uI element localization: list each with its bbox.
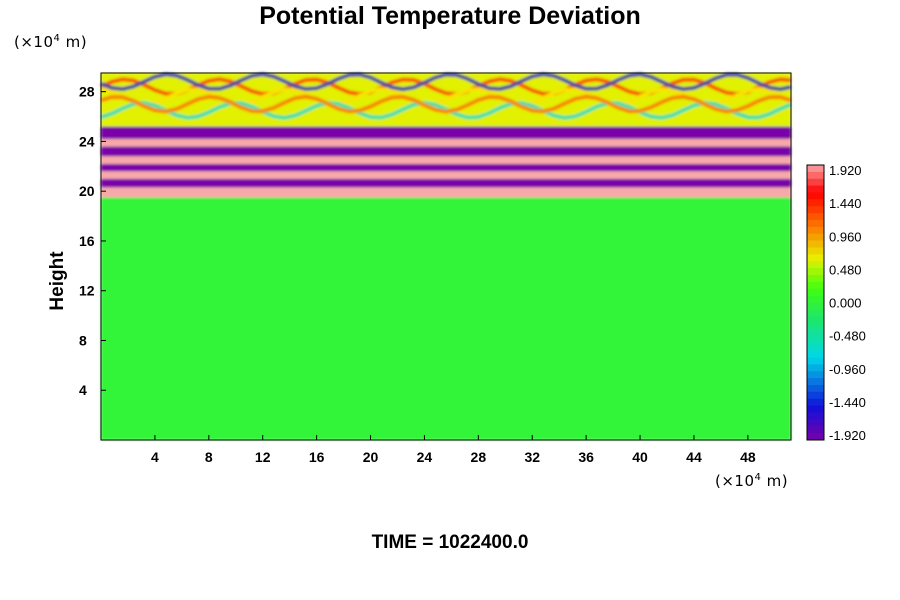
colorbar: 1.920 1.440 0.960 0.480 0.000 -0.480 -0.960 -1.… <box>806 163 866 443</box>
colorbar-swatch <box>807 419 824 427</box>
heatmap-band <box>101 187 791 198</box>
colorbar-label: -0.480 <box>829 329 866 344</box>
x-tick-label: 44 <box>686 449 702 465</box>
colorbar-swatch <box>807 247 824 255</box>
colorbar-swatch <box>807 405 824 413</box>
y-tick-label: 28 <box>79 84 95 100</box>
colorbar-swatch <box>807 165 824 173</box>
colorbar-swatch <box>807 288 824 297</box>
colorbar-swatch <box>807 295 824 303</box>
colorbar-swatch <box>807 412 824 420</box>
x-tick-label: 28 <box>471 449 487 465</box>
colorbar-label: 0.960 <box>829 229 862 244</box>
x-tick-label: 48 <box>740 449 756 465</box>
colorbar-swatch <box>807 385 824 393</box>
y-tick-label: 4 <box>79 382 87 398</box>
y-tick-label: 12 <box>79 283 95 299</box>
colorbar-label: 1.440 <box>829 196 862 211</box>
colorbar-swatch <box>807 316 824 324</box>
colorbar-label: 1.920 <box>829 163 862 178</box>
x-tick-label: 40 <box>632 449 648 465</box>
colorbar-swatch <box>807 261 824 269</box>
y-tick-label: 8 <box>79 332 87 348</box>
colorbar-swatch <box>807 433 824 441</box>
colorbar-swatch <box>807 330 824 338</box>
colorbar-swatch <box>807 323 824 331</box>
heatmap-band <box>101 126 791 139</box>
heatmap-band <box>101 163 791 172</box>
colorbar-swatch <box>807 268 824 276</box>
colorbar-swatch <box>807 391 824 400</box>
colorbar-swatch <box>807 185 824 193</box>
heatmap-band <box>101 146 791 157</box>
colorbar-swatch <box>807 364 824 372</box>
y-tick-label: 20 <box>79 183 95 199</box>
colorbar-label: 0.480 <box>829 262 862 277</box>
x-tick-label: 24 <box>417 449 433 465</box>
x-tick-label: 16 <box>309 449 325 465</box>
x-tick-label: 32 <box>524 449 540 465</box>
colorbar-swatch <box>807 199 824 207</box>
colorbar-swatch <box>807 254 824 262</box>
y-tick-label: 16 <box>79 233 95 249</box>
heatmap-field <box>100 72 792 440</box>
colorbar-swatch <box>807 336 824 345</box>
heatmap-band <box>101 156 791 164</box>
x-axis-unit: (×104 m) <box>715 472 789 490</box>
upper-wave-texture <box>100 72 792 120</box>
colorbar-swatch <box>807 213 824 221</box>
x-tick-label: 4 <box>151 449 159 465</box>
x-tick-label: 20 <box>363 449 379 465</box>
plot-frame <box>100 72 792 441</box>
colorbar-swatch <box>807 343 824 352</box>
colorbar-swatch <box>807 206 824 214</box>
colorbar-swatch <box>807 226 824 235</box>
colorbar-swatch <box>807 426 824 434</box>
y-axis-ticks: 4 8 12 16 20 24 28 <box>79 84 106 398</box>
x-tick-label: 12 <box>255 449 271 465</box>
colorbar-label: -1.920 <box>829 428 866 443</box>
x-axis-ticks: 4 8 12 16 20 24 28 32 36 40 44 48 <box>151 435 756 465</box>
colorbar-swatch <box>807 309 824 317</box>
heatmap-band <box>101 197 791 440</box>
heatmap-band <box>101 178 791 188</box>
colorbar-swatch <box>807 350 824 358</box>
colorbar-swatch <box>807 371 824 379</box>
colorbar-swatch <box>807 220 824 228</box>
colorbar-swatch <box>807 378 824 386</box>
colorbar-swatch <box>807 398 824 407</box>
colorbar-label: -1.440 <box>829 395 866 410</box>
x-tick-label: 8 <box>205 449 213 465</box>
y-axis-unit: (×104 m) <box>14 33 88 51</box>
colorbar-label: -0.960 <box>829 362 866 377</box>
colorbar-swatch <box>807 302 824 310</box>
colorbar-swatch <box>807 281 824 290</box>
colorbar-swatch <box>807 171 824 180</box>
colorbar-swatch <box>807 178 824 187</box>
colorbar-label: 0.000 <box>829 296 862 311</box>
y-tick-label: 24 <box>79 133 95 149</box>
chart-title: Potential Temperature Deviation <box>259 2 641 30</box>
time-label: TIME = 1022400.0 <box>371 532 529 553</box>
colorbar-swatch <box>807 275 824 283</box>
x-tick-label: 36 <box>578 449 594 465</box>
colorbar-swatch <box>807 233 824 242</box>
heatmap-band <box>101 171 791 179</box>
heatmap-band <box>101 138 791 147</box>
colorbar-swatch <box>807 240 824 248</box>
colorbar-swatch <box>807 192 824 200</box>
colorbar-swatch <box>807 357 824 365</box>
